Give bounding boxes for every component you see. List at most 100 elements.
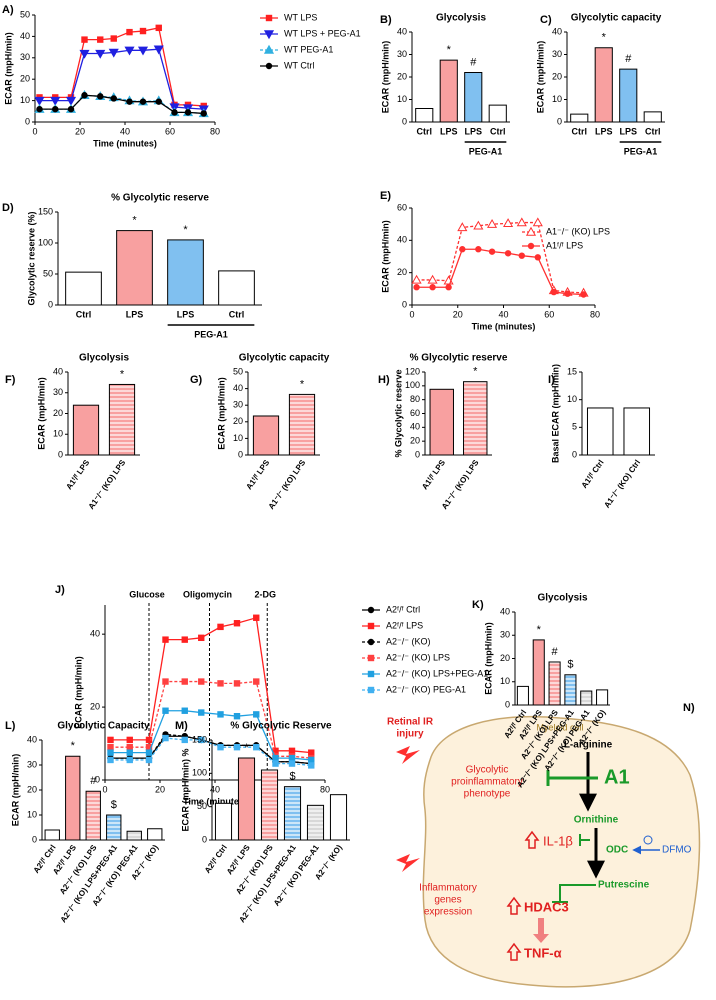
y-tick-label: 40 xyxy=(397,235,407,245)
marker xyxy=(181,678,188,685)
y-tick-label: 30 xyxy=(397,49,407,59)
panel-label: G) xyxy=(190,374,203,386)
bar xyxy=(260,769,279,841)
x-tick-label: 0 xyxy=(102,784,107,794)
panel-label: A) xyxy=(2,4,14,16)
significance-label: * xyxy=(447,44,452,56)
x-tick-label: LPS xyxy=(440,126,458,136)
x-tick-label: LPS xyxy=(464,126,482,136)
series-line xyxy=(110,733,312,765)
legend-label: A2⁻/⁻ (KO) xyxy=(386,636,431,646)
node: HDAC3 xyxy=(524,899,569,914)
y-axis-label: Basal ECAR (mpH/min) xyxy=(550,364,560,463)
series-line xyxy=(39,27,204,107)
marker xyxy=(367,670,375,678)
marker xyxy=(200,110,207,117)
bar xyxy=(106,814,122,841)
x-tick-label: 40 xyxy=(498,309,508,319)
y-axis-label: ECAR (mpH/min) xyxy=(216,377,226,450)
y-tick-label: 150 xyxy=(38,206,53,216)
bar xyxy=(439,59,458,123)
y-tick-label: 40 xyxy=(552,26,562,36)
y-tick-label: 40 xyxy=(397,26,407,36)
marker xyxy=(253,711,260,718)
marker xyxy=(97,36,104,43)
chart-title: Glycolytic capacity xyxy=(571,13,662,24)
marker xyxy=(65,96,77,106)
y-tick-label: 10 xyxy=(567,394,577,404)
bar xyxy=(580,690,593,706)
injury-label: Retinal IR xyxy=(387,717,434,728)
bar xyxy=(548,661,561,706)
significance-label: $ xyxy=(567,659,573,671)
panel-label: D) xyxy=(2,202,14,214)
y-tick-label: 30 xyxy=(552,49,562,59)
marker xyxy=(107,756,114,764)
bar xyxy=(570,113,589,123)
group-label: PEG-A1 xyxy=(624,146,658,156)
significance-label: $ xyxy=(111,799,117,811)
panel-label: H) xyxy=(378,374,390,386)
bar xyxy=(329,794,348,841)
series-line xyxy=(110,710,312,761)
marker xyxy=(475,246,482,253)
y-tick-label: 20 xyxy=(27,784,37,794)
significance-label: # xyxy=(552,646,559,658)
x-tick-label: 80 xyxy=(590,309,600,319)
y-tick-label: 0 xyxy=(48,299,53,309)
chart-title: Glycolysis xyxy=(537,593,587,604)
panel-label: B) xyxy=(380,14,392,26)
y-tick-label: 0 xyxy=(25,116,30,126)
marker xyxy=(162,636,169,643)
bar xyxy=(623,407,651,456)
marker xyxy=(198,678,205,685)
marker xyxy=(81,92,88,99)
marker xyxy=(457,222,468,232)
marker xyxy=(288,747,296,755)
bar xyxy=(564,674,577,706)
y-tick-label: 0 xyxy=(32,834,37,844)
marker xyxy=(110,95,117,102)
node: expression xyxy=(424,907,472,918)
x-tick-label: LPS xyxy=(126,309,144,319)
y-tick-label: 0 xyxy=(58,449,63,459)
marker xyxy=(518,252,525,259)
cell-label: Myeloid cell xyxy=(536,722,583,732)
bar xyxy=(516,685,529,706)
marker xyxy=(367,606,375,614)
marker xyxy=(272,760,279,767)
x-tick-label: 20 xyxy=(75,126,85,136)
bar xyxy=(532,639,545,706)
marker xyxy=(459,246,466,253)
y-tick-label: 50 xyxy=(43,268,53,278)
marker xyxy=(473,220,484,230)
up-arrow xyxy=(524,830,540,849)
bar xyxy=(44,829,60,841)
marker xyxy=(145,743,153,751)
marker xyxy=(411,274,422,284)
marker xyxy=(217,680,224,687)
marker xyxy=(272,754,279,762)
x-axis-label: Time (minutes) xyxy=(93,138,157,148)
legend-label: WT PEG-A1 xyxy=(284,44,333,54)
marker xyxy=(525,226,537,236)
marker xyxy=(50,96,61,106)
marker xyxy=(550,288,558,296)
group-label: PEG-A1 xyxy=(469,146,503,156)
marker xyxy=(107,736,114,744)
y-tick-label: 20 xyxy=(410,436,420,446)
y-tick-label: 10 xyxy=(53,429,63,439)
y-tick-label: 120 xyxy=(405,366,420,376)
x-tick-label: Ctrl xyxy=(229,309,245,319)
bar xyxy=(464,72,483,123)
marker xyxy=(263,44,275,54)
chart-title: Glycolytic Capacity xyxy=(57,721,150,732)
y-tick-label: 30 xyxy=(27,759,37,769)
y-tick-label: 20 xyxy=(397,267,407,277)
series-line xyxy=(110,616,312,754)
up-arrow xyxy=(506,942,522,961)
y-tick-label: 10 xyxy=(20,95,30,105)
marker xyxy=(503,218,514,228)
node: proinflammatory xyxy=(451,777,523,788)
marker xyxy=(532,217,543,227)
